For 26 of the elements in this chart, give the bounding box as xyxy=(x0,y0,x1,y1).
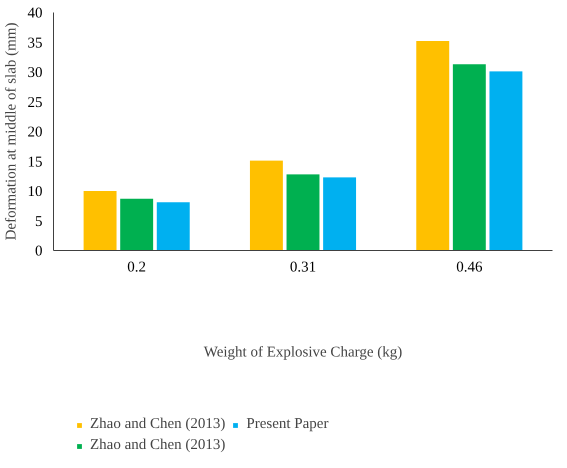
y-tick-label: 35 xyxy=(28,35,42,52)
legend-label: Present Paper xyxy=(246,416,328,433)
bar xyxy=(489,71,522,250)
y-tick-label: 30 xyxy=(28,65,42,81)
bar xyxy=(323,177,356,250)
y-tick-label: 20 xyxy=(28,124,42,140)
y-tick-label: 0 xyxy=(35,244,42,260)
y-axis-title: Deformation at middle of slab (mm) xyxy=(4,22,20,240)
bar xyxy=(120,198,154,250)
x-axis-title: Weight of Explosive Charge (kg) xyxy=(204,344,402,360)
x-tick-label: 0.2 xyxy=(127,260,146,276)
y-tick-label: 25 xyxy=(28,94,42,111)
y-tick-label: 10 xyxy=(28,184,42,200)
y-tick-label: 5 xyxy=(35,214,42,230)
legend-label: Zhao and Chen (2013) xyxy=(90,416,226,433)
bar xyxy=(452,64,486,250)
x-tick-label: 0.31 xyxy=(290,260,316,276)
bar xyxy=(84,191,117,250)
y-tick-label: 40 xyxy=(28,6,42,22)
bar xyxy=(250,160,283,250)
bar xyxy=(156,202,190,250)
legend-label: Zhao and Chen (2013) xyxy=(90,437,226,454)
x-tick-label: 0.46 xyxy=(456,260,483,276)
bar xyxy=(416,41,450,250)
bar xyxy=(286,174,320,250)
y-tick-label: 15 xyxy=(28,154,42,170)
